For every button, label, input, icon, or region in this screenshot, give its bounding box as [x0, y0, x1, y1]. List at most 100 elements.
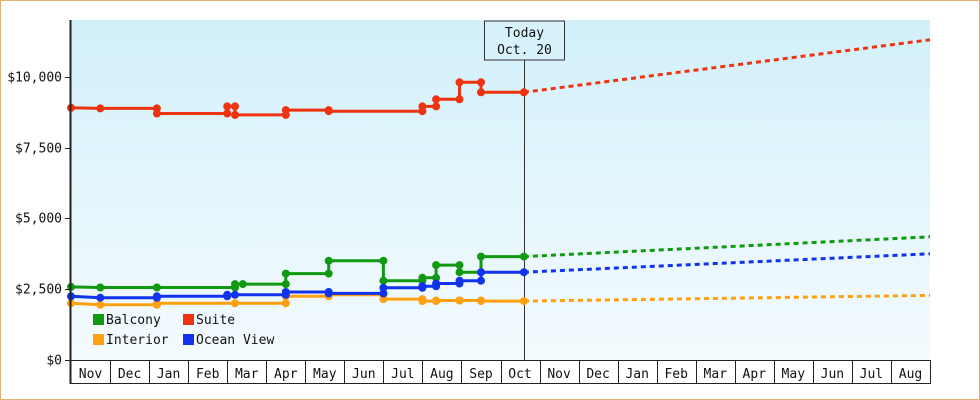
data-point-balcony: [324, 269, 333, 278]
x-tick-label: May: [782, 367, 806, 382]
data-point-balcony: [477, 252, 485, 261]
data-point-suite: [231, 102, 239, 111]
data-point-interior: [418, 297, 427, 306]
forecast-line-ocean-view: [523, 252, 931, 274]
data-point-ocean-view: [281, 288, 290, 296]
forecast-line-interior: [523, 293, 931, 303]
y-tick-label: $7,500: [15, 142, 62, 157]
data-point-balcony: [379, 276, 388, 285]
data-point-ocean-view: [223, 290, 232, 299]
data-point-balcony: [324, 256, 333, 265]
data-point-balcony: [418, 273, 427, 282]
x-tick-label: Jun: [821, 367, 844, 382]
data-point-suite: [477, 78, 485, 87]
data-point-interior: [519, 297, 528, 306]
data-point-suite: [96, 104, 105, 113]
data-point-suite: [324, 107, 333, 116]
legend-swatch: [93, 334, 104, 345]
y-tick-label: $5,000: [15, 212, 62, 227]
x-tick-label: Feb: [196, 367, 220, 382]
data-point-interior: [152, 299, 161, 308]
data-point-suite: [231, 110, 239, 119]
data-point-balcony: [455, 261, 464, 270]
data-point-suite: [432, 95, 441, 104]
x-tick-label: Nov: [547, 367, 571, 382]
data-point-ocean-view: [324, 289, 333, 298]
y-tick-label: $0: [46, 354, 62, 369]
data-point-balcony: [379, 256, 388, 265]
data-point-balcony: [231, 280, 239, 289]
x-tick-label: Dec: [586, 367, 609, 382]
data-point-interior: [231, 299, 239, 308]
legend-swatch: [183, 314, 194, 325]
today-marker: Today Oct. 20: [484, 20, 565, 360]
data-point-suite: [455, 78, 464, 87]
data-point-balcony: [238, 280, 247, 289]
data-point-ocean-view: [477, 268, 485, 277]
data-point-interior: [96, 300, 105, 309]
data-point-ocean-view: [96, 293, 105, 302]
x-tick-label: Sep: [469, 367, 493, 382]
x-tick-label: Feb: [664, 367, 688, 382]
data-point-balcony: [281, 269, 290, 278]
data-point-ocean-view: [152, 292, 161, 301]
data-point-interior: [432, 296, 441, 305]
data-point-interior: [455, 296, 464, 305]
legend-label: Suite: [196, 313, 235, 328]
legend-swatch: [183, 334, 194, 345]
today-date: Oct. 20: [497, 43, 552, 58]
x-tick-label: Jul: [860, 367, 883, 382]
x-tick-label: Apr: [274, 367, 298, 382]
data-point-suite: [281, 106, 290, 115]
legend-label: Balcony: [106, 313, 161, 328]
data-point-balcony: [432, 261, 441, 270]
x-tick-label: Jan: [625, 367, 648, 382]
data-point-ocean-view: [379, 283, 388, 292]
data-point-balcony: [152, 283, 161, 292]
data-point-suite: [223, 102, 232, 111]
data-point-interior: [281, 299, 290, 308]
y-tick-label: $10,000: [7, 71, 62, 86]
x-tick-label: Mar: [704, 367, 728, 382]
data-point-balcony: [519, 252, 528, 261]
data-point-interior: [477, 297, 485, 306]
data-point-ocean-view: [455, 276, 464, 285]
x-tick-label: Apr: [743, 367, 767, 382]
data-point-balcony: [432, 273, 441, 282]
legend-label: Interior: [106, 333, 169, 348]
x-tick-label: Nov: [79, 367, 103, 382]
legend-swatch: [93, 314, 104, 325]
data-point-interior: [379, 295, 388, 304]
series-lines: [67, 38, 931, 309]
legend-label: Ocean View: [196, 333, 274, 348]
x-tick-label: May: [313, 367, 337, 382]
x-tick-label: Aug: [899, 367, 922, 382]
x-tick-label: Mar: [235, 367, 259, 382]
axes: $0 $2,500 $5,000 $7,500 $10,000 Nov Dec Jan Feb M…: [7, 20, 931, 384]
legend: Balcony Suite Interior Ocean View: [93, 313, 274, 348]
data-point-suite: [152, 109, 161, 118]
today-box: [484, 20, 565, 61]
data-point-ocean-view: [477, 276, 485, 285]
data-point-balcony: [455, 268, 464, 277]
x-tick-label: Jun: [352, 367, 375, 382]
data-point-suite: [223, 109, 232, 118]
data-point-ocean-view: [432, 279, 441, 288]
x-tick-label: Aug: [430, 367, 453, 382]
data-point-suite: [418, 102, 427, 111]
data-point-suite: [432, 102, 441, 111]
x-tick-label: Jan: [157, 367, 180, 382]
data-point-balcony: [96, 283, 105, 292]
data-point-suite: [477, 88, 485, 97]
forecast-line-balcony: [523, 235, 931, 259]
data-point-ocean-view: [379, 289, 388, 298]
data-point-ocean-view: [519, 268, 528, 277]
x-tick-label: Dec: [118, 367, 141, 382]
x-tick-label: Jul: [391, 367, 414, 382]
today-label: Today: [505, 26, 544, 41]
data-point-ocean-view: [231, 290, 239, 299]
plot-background: [71, 20, 930, 360]
data-point-suite: [455, 95, 464, 104]
x-tick-label: Oct: [508, 367, 531, 382]
